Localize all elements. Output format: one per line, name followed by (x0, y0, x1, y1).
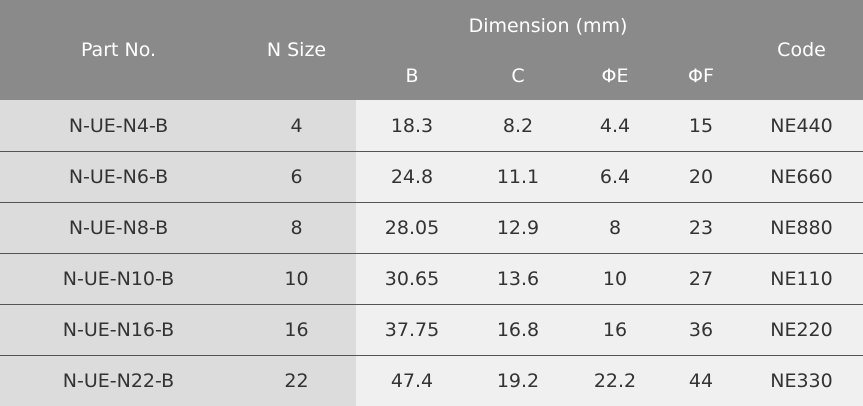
body-cell: 16 (237, 304, 356, 355)
body-cell: 16.8 (468, 304, 568, 355)
header-cell: Dimension (mm) (356, 0, 740, 52)
header-cell: Part No. (0, 0, 237, 100)
body-cell: NE660 (740, 151, 863, 202)
sub-header-cell: C (468, 52, 568, 100)
body-cell: 8.2 (468, 100, 568, 151)
body-cell: NE220 (740, 304, 863, 355)
body-cell: NE880 (740, 202, 863, 253)
body-cell: 28.05 (356, 202, 468, 253)
body-cell: 36 (662, 304, 740, 355)
body-cell: 44 (662, 355, 740, 406)
header-cell: Code (740, 0, 863, 100)
body-cell: N-UE-N8-B (0, 202, 237, 253)
body-cell: 13.6 (468, 253, 568, 304)
sub-header-cell: ΦF (662, 52, 740, 100)
body-cell: 37.75 (356, 304, 468, 355)
body-cell: NE110 (740, 253, 863, 304)
body-cell: NE440 (740, 100, 863, 151)
body-cell: 4 (237, 100, 356, 151)
body-cell: 11.1 (468, 151, 568, 202)
body-cell: N-UE-N16-B (0, 304, 237, 355)
body-cell: 30.65 (356, 253, 468, 304)
body-cell: 15 (662, 100, 740, 151)
body-cell: N-UE-N10-B (0, 253, 237, 304)
body-cell: 23 (662, 202, 740, 253)
body-cell: 47.4 (356, 355, 468, 406)
body-cell: 19.2 (468, 355, 568, 406)
body-cell: NE330 (740, 355, 863, 406)
body-cell: 27 (662, 253, 740, 304)
body-cell: 16 (568, 304, 662, 355)
body-cell: 12.9 (468, 202, 568, 253)
body-cell: 4.4 (568, 100, 662, 151)
sub-header-cell: ΦE (568, 52, 662, 100)
header-cell: N Size (237, 0, 356, 100)
body-cell: 8 (237, 202, 356, 253)
body-cell: 24.8 (356, 151, 468, 202)
body-cell: 20 (662, 151, 740, 202)
body-cell: 18.3 (356, 100, 468, 151)
body-cell: N-UE-N6-B (0, 151, 237, 202)
body-cell: 22.2 (568, 355, 662, 406)
body-cell: N-UE-N4-B (0, 100, 237, 151)
body-cell: 8 (568, 202, 662, 253)
body-cell: 6.4 (568, 151, 662, 202)
sub-header-cell: B (356, 52, 468, 100)
body-cell: 10 (237, 253, 356, 304)
body-cell: 22 (237, 355, 356, 406)
body-cell: N-UE-N22-B (0, 355, 237, 406)
body-cell: 10 (568, 253, 662, 304)
body-cell: 6 (237, 151, 356, 202)
